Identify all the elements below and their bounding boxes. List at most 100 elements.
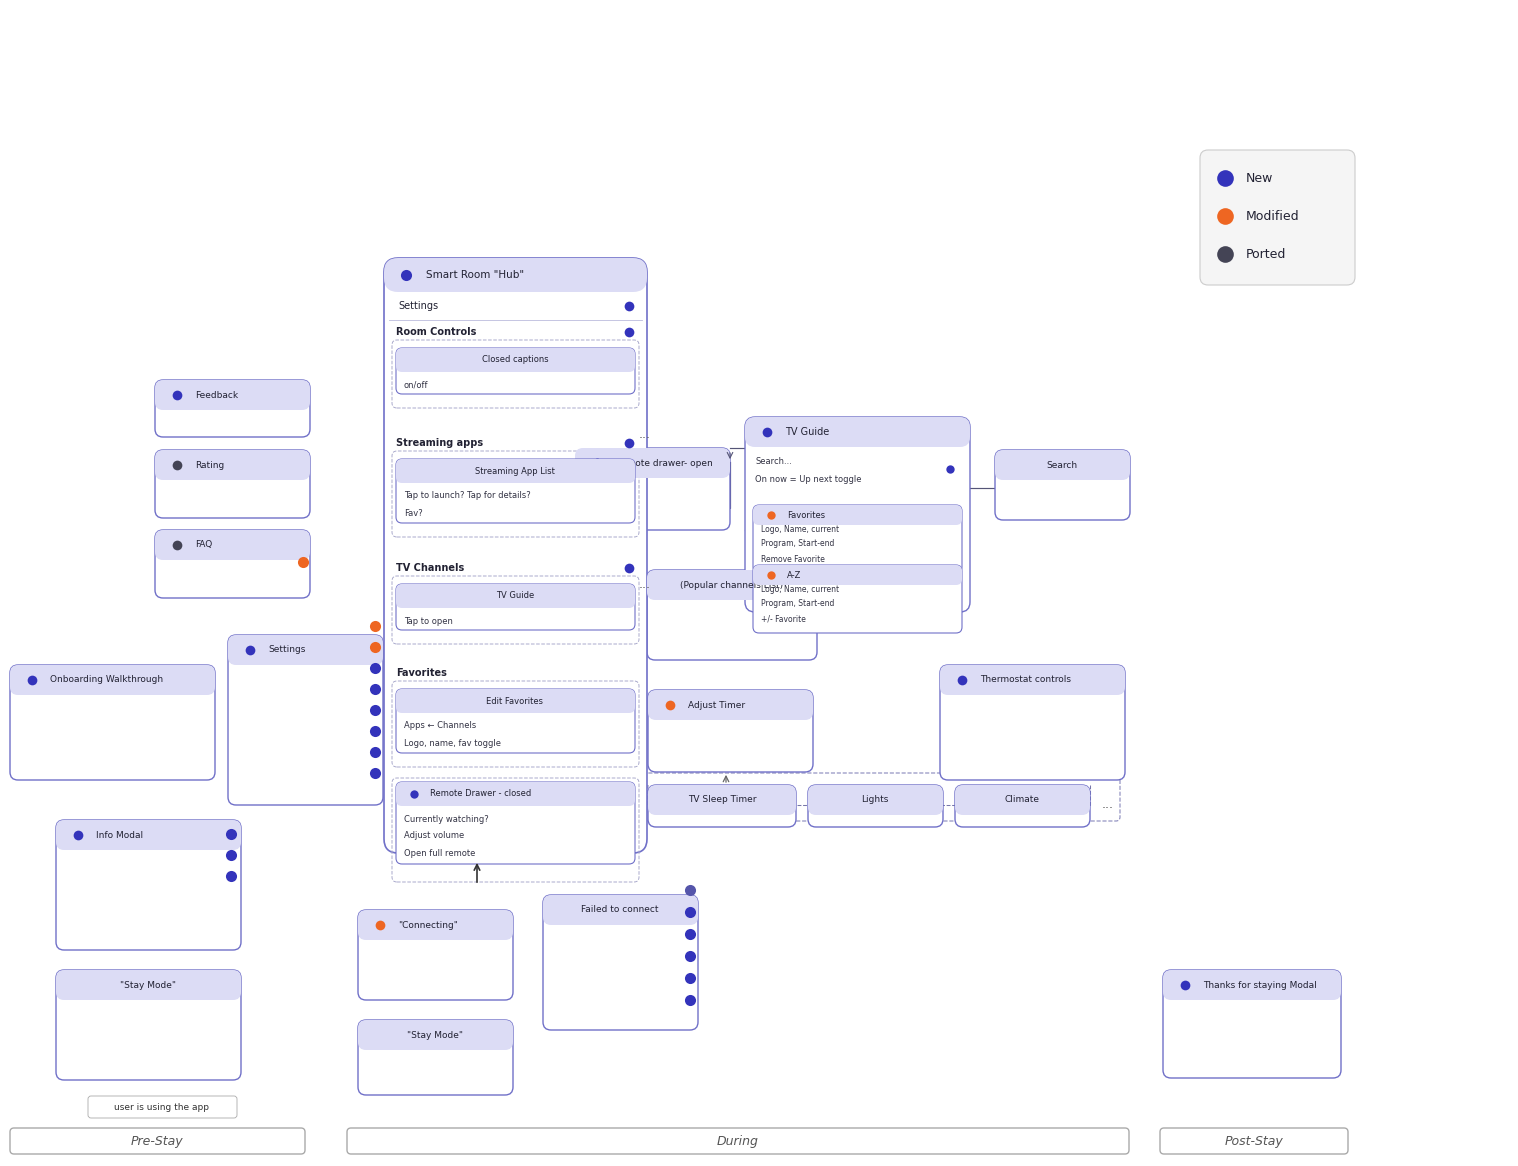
FancyBboxPatch shape <box>358 909 513 940</box>
FancyBboxPatch shape <box>808 785 943 815</box>
Text: Edit Favorites: Edit Favorites <box>486 696 543 705</box>
FancyBboxPatch shape <box>155 450 310 480</box>
FancyBboxPatch shape <box>647 570 817 600</box>
Text: Fav?: Fav? <box>404 508 422 518</box>
FancyBboxPatch shape <box>753 505 962 573</box>
FancyBboxPatch shape <box>648 690 814 719</box>
Text: New: New <box>1246 171 1274 184</box>
FancyBboxPatch shape <box>940 665 1125 695</box>
Text: Failed to connect: Failed to connect <box>581 906 659 914</box>
FancyBboxPatch shape <box>1163 970 1340 1000</box>
Text: Remote Drawer - closed: Remote Drawer - closed <box>430 789 531 799</box>
Text: "Stay Mode": "Stay Mode" <box>407 1031 463 1040</box>
FancyBboxPatch shape <box>396 347 635 372</box>
FancyBboxPatch shape <box>648 690 814 772</box>
FancyBboxPatch shape <box>745 417 970 447</box>
FancyBboxPatch shape <box>753 566 962 585</box>
Text: TV Guide: TV Guide <box>496 591 534 600</box>
FancyBboxPatch shape <box>753 505 962 525</box>
FancyBboxPatch shape <box>155 380 310 437</box>
FancyBboxPatch shape <box>396 584 635 607</box>
FancyBboxPatch shape <box>11 665 216 695</box>
FancyBboxPatch shape <box>647 570 817 660</box>
Text: TV Channels: TV Channels <box>396 563 465 573</box>
Text: Room Controls: Room Controls <box>396 326 477 337</box>
FancyBboxPatch shape <box>155 450 310 518</box>
FancyBboxPatch shape <box>396 584 635 630</box>
FancyBboxPatch shape <box>396 347 635 394</box>
FancyBboxPatch shape <box>1163 970 1340 1079</box>
Text: Logo, name, fav toggle: Logo, name, fav toggle <box>404 738 501 747</box>
FancyBboxPatch shape <box>543 895 698 1030</box>
Text: on/off: on/off <box>404 380 428 389</box>
Text: Climate: Climate <box>1005 795 1040 805</box>
Text: Remote drawer- open: Remote drawer- open <box>615 458 713 468</box>
Text: Apps ← Channels: Apps ← Channels <box>404 722 477 731</box>
Text: Thermostat controls: Thermostat controls <box>981 675 1072 684</box>
Text: Favorites: Favorites <box>786 511 826 520</box>
FancyBboxPatch shape <box>228 635 383 665</box>
FancyBboxPatch shape <box>228 635 383 805</box>
Text: Adjust volume: Adjust volume <box>404 831 465 841</box>
FancyBboxPatch shape <box>940 665 1125 780</box>
Text: Lights: Lights <box>861 795 888 805</box>
Text: Adjust Timer: Adjust Timer <box>688 701 745 709</box>
Text: Currently watching?: Currently watching? <box>404 815 489 823</box>
FancyBboxPatch shape <box>994 450 1129 520</box>
FancyBboxPatch shape <box>11 665 216 780</box>
Text: Streaming apps: Streaming apps <box>396 438 483 448</box>
FancyBboxPatch shape <box>575 448 730 531</box>
FancyBboxPatch shape <box>396 459 635 483</box>
Text: ...: ... <box>639 578 651 591</box>
Text: Ported: Ported <box>1246 247 1286 260</box>
FancyBboxPatch shape <box>155 531 310 560</box>
FancyBboxPatch shape <box>648 785 795 827</box>
Text: Open full remote: Open full remote <box>404 849 475 857</box>
FancyBboxPatch shape <box>56 820 241 850</box>
FancyBboxPatch shape <box>396 689 635 712</box>
FancyBboxPatch shape <box>753 566 962 633</box>
Text: Thanks for staying Modal: Thanks for staying Modal <box>1202 981 1316 990</box>
Text: TV Sleep Timer: TV Sleep Timer <box>688 795 756 805</box>
FancyBboxPatch shape <box>808 785 943 827</box>
Text: FAQ: FAQ <box>194 541 213 549</box>
Text: Feedback: Feedback <box>194 391 238 400</box>
Text: Info Modal: Info Modal <box>96 830 143 840</box>
FancyBboxPatch shape <box>543 895 698 925</box>
FancyBboxPatch shape <box>1201 150 1356 285</box>
FancyBboxPatch shape <box>994 450 1129 480</box>
Text: Smart Room "Hub": Smart Room "Hub" <box>427 271 524 280</box>
FancyBboxPatch shape <box>155 380 310 410</box>
Text: ...: ... <box>639 428 651 441</box>
Text: On now = Up next toggle: On now = Up next toggle <box>754 475 862 484</box>
FancyBboxPatch shape <box>648 785 795 815</box>
FancyBboxPatch shape <box>955 785 1090 827</box>
Text: user is using the app: user is using the app <box>114 1103 209 1111</box>
Text: "Stay Mode": "Stay Mode" <box>120 981 176 990</box>
Text: Tap to launch? Tap for details?: Tap to launch? Tap for details? <box>404 492 531 500</box>
FancyBboxPatch shape <box>955 785 1090 815</box>
FancyBboxPatch shape <box>358 1020 513 1051</box>
FancyBboxPatch shape <box>56 820 241 950</box>
FancyBboxPatch shape <box>396 782 635 806</box>
Text: During: During <box>716 1135 759 1147</box>
FancyBboxPatch shape <box>348 1128 1129 1154</box>
Text: Program, Start-end: Program, Start-end <box>761 540 835 548</box>
FancyBboxPatch shape <box>358 1020 513 1095</box>
Text: Settings: Settings <box>269 646 305 654</box>
Text: Pre-Stay: Pre-Stay <box>131 1135 184 1147</box>
Text: Onboarding Walkthrough: Onboarding Walkthrough <box>50 675 162 684</box>
Text: Closed captions: Closed captions <box>481 356 548 365</box>
Text: Settings: Settings <box>398 301 439 311</box>
FancyBboxPatch shape <box>358 909 513 1000</box>
FancyBboxPatch shape <box>88 1096 237 1118</box>
Text: Search: Search <box>1046 461 1078 470</box>
FancyBboxPatch shape <box>384 258 647 292</box>
Text: Logo, Name, current: Logo, Name, current <box>761 584 839 593</box>
FancyBboxPatch shape <box>396 689 635 753</box>
FancyBboxPatch shape <box>575 448 730 478</box>
Text: ...: ... <box>1102 798 1114 810</box>
FancyBboxPatch shape <box>56 970 241 1080</box>
Text: Search...: Search... <box>754 457 792 465</box>
FancyBboxPatch shape <box>384 258 647 854</box>
